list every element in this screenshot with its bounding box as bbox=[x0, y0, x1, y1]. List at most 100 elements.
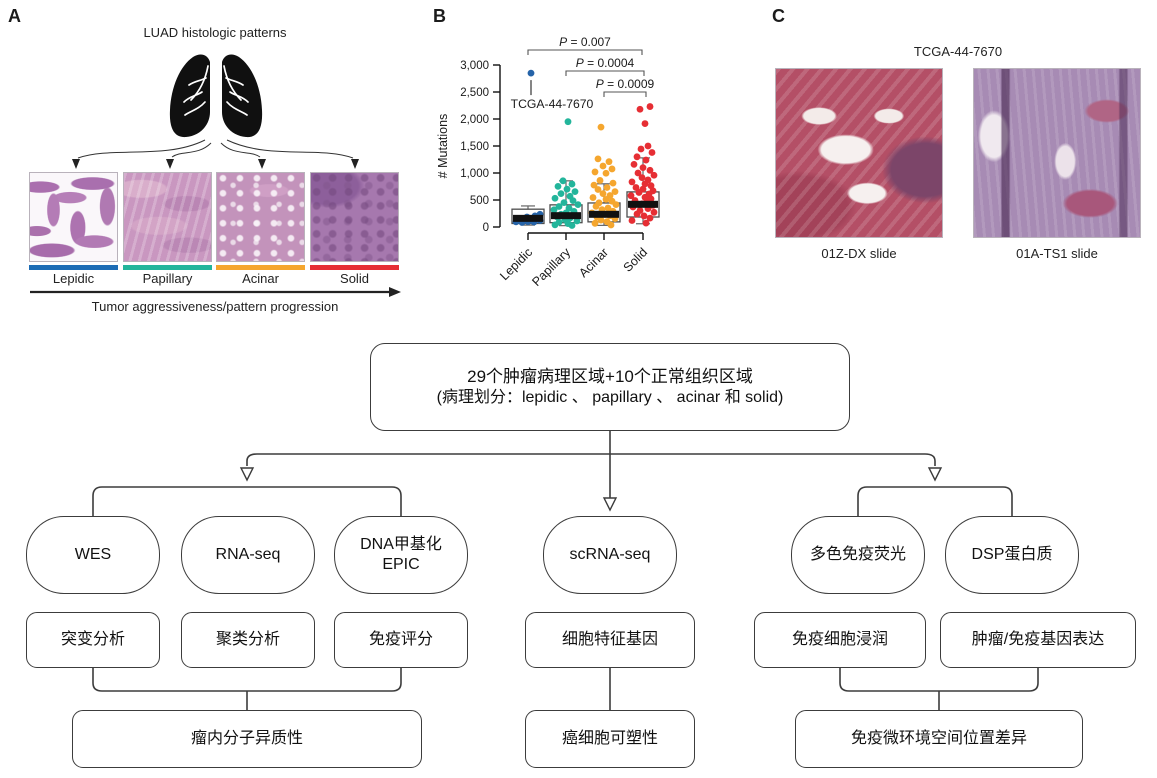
x-category-label: Solid bbox=[621, 245, 651, 275]
data-point bbox=[605, 158, 613, 166]
analysis-label: 肿瘤/免疫基因表达 bbox=[971, 631, 1105, 648]
data-point bbox=[574, 201, 582, 208]
data-point bbox=[599, 190, 607, 198]
data-point bbox=[627, 192, 635, 200]
analysis-label: 聚类分析 bbox=[215, 631, 280, 648]
p-value-label: P = 0.0004 bbox=[576, 56, 635, 70]
panel-c-label: C bbox=[772, 6, 785, 26]
y-tick-label: 0 bbox=[483, 222, 489, 234]
data-point bbox=[637, 145, 645, 153]
mutations-boxplot: 0 500 1,000 1,500 2,000 2,500 3,000 # Mutations… bbox=[436, 35, 660, 289]
conclusion-label: 免疫微环境空间位置差异 bbox=[850, 730, 1027, 747]
assay-oval-wes: WES bbox=[26, 516, 160, 594]
pattern-arrows bbox=[77, 139, 354, 159]
data-point bbox=[559, 177, 567, 185]
progression-caption: Tumor aggressiveness/pattern progression bbox=[91, 299, 339, 314]
data-point bbox=[641, 120, 649, 127]
histology-image-solid bbox=[310, 172, 399, 262]
data-point bbox=[611, 188, 619, 196]
data-point bbox=[597, 216, 605, 224]
pattern-color-bar-lepidic bbox=[29, 265, 118, 270]
data-point bbox=[596, 177, 604, 184]
pattern-color-bar-solid bbox=[310, 265, 399, 270]
panel-a-label: A bbox=[8, 6, 21, 26]
median-bar bbox=[628, 200, 658, 208]
data-point bbox=[632, 184, 640, 191]
histology-image-papillary bbox=[123, 172, 212, 262]
data-point bbox=[603, 184, 611, 191]
data-point bbox=[557, 190, 565, 198]
slide-image-01z-dx bbox=[775, 68, 943, 238]
assay-oval-dsp-protein: DSP蛋白质 bbox=[945, 516, 1079, 594]
pattern-arrowheads bbox=[72, 159, 359, 169]
data-point bbox=[555, 203, 563, 210]
pattern-color-bar-papillary bbox=[123, 265, 212, 270]
data-point bbox=[592, 202, 600, 210]
root-line1: 29个肿瘤病理区域+10个正常组织区域 bbox=[467, 367, 753, 387]
data-point bbox=[599, 162, 607, 170]
data-point bbox=[563, 185, 571, 193]
x-category-label: Lepidic bbox=[497, 245, 535, 283]
data-point bbox=[551, 221, 559, 229]
data-point bbox=[642, 219, 650, 227]
data-point bbox=[573, 217, 581, 225]
assay-label: DSP蛋白质 bbox=[971, 546, 1053, 563]
data-point bbox=[590, 181, 598, 189]
data-point bbox=[551, 194, 559, 202]
assay-label: scRNA-seq bbox=[569, 546, 651, 563]
p-value-bracket bbox=[527, 49, 643, 55]
conclusion-box-tme-spatial-differences: 免疫微环境空间位置差异 bbox=[795, 710, 1083, 768]
conclusion-label: 癌细胞可塑性 bbox=[561, 730, 658, 747]
root-line2: (病理划分：lepidic 、 papillary 、 acinar 和 sol… bbox=[436, 388, 784, 406]
analysis-box-clustering: 聚类分析 bbox=[181, 612, 315, 668]
data-point bbox=[633, 210, 641, 218]
slide-label-01z-dx: 01Z-DX slide bbox=[821, 246, 897, 261]
histology-image-acinar bbox=[216, 172, 305, 262]
data-point bbox=[591, 168, 599, 176]
p-value-bracket bbox=[565, 70, 645, 76]
data-point bbox=[648, 149, 656, 156]
median-bar bbox=[551, 212, 581, 220]
histology-image-lepidic bbox=[29, 172, 118, 262]
data-point bbox=[646, 214, 654, 222]
conclusion-label: 瘤内分子异质性 bbox=[190, 730, 303, 747]
data-point bbox=[589, 194, 597, 201]
data-point bbox=[634, 169, 642, 177]
panel-c-title: TCGA-44-7670 bbox=[913, 44, 1003, 59]
assay-label: DNA甲基化 bbox=[360, 536, 442, 553]
series-acinar bbox=[587, 123, 621, 229]
analysis-label: 细胞特征基因 bbox=[561, 631, 658, 648]
analysis-box-cell-signature-genes: 细胞特征基因 bbox=[525, 612, 695, 668]
data-point bbox=[650, 171, 658, 179]
analysis-box-tumor-immune-expression: 肿瘤/免疫基因表达 bbox=[940, 612, 1136, 668]
data-point bbox=[647, 182, 655, 190]
series-lepidic bbox=[511, 69, 545, 226]
data-point bbox=[568, 222, 576, 229]
y-tick-label: 1,500 bbox=[460, 141, 489, 153]
analysis-label: 免疫评分 bbox=[368, 631, 433, 648]
y-tick-label: 2,000 bbox=[460, 114, 489, 126]
analysis-box-immune-score: 免疫评分 bbox=[334, 612, 468, 668]
data-point bbox=[646, 166, 654, 174]
x-category-label: Papillary bbox=[529, 245, 573, 289]
data-point bbox=[554, 182, 562, 190]
median-bar bbox=[589, 210, 619, 218]
pattern-name-papillary: Papillary bbox=[142, 271, 193, 286]
progression-arrow bbox=[30, 287, 401, 297]
data-point bbox=[638, 174, 646, 181]
data-point bbox=[569, 197, 577, 205]
analysis-label: 突变分析 bbox=[60, 631, 125, 648]
data-point bbox=[564, 118, 572, 126]
p-value-bracket bbox=[603, 91, 647, 97]
data-point bbox=[604, 204, 612, 212]
flowchart-root-box: 29个肿瘤病理区域+10个正常组织区域 (病理划分：lepidic 、 papi… bbox=[370, 343, 850, 431]
flowchart-connectors bbox=[92, 431, 1039, 710]
pattern-name-solid: Solid bbox=[340, 271, 369, 286]
data-point bbox=[594, 155, 602, 163]
y-tick-label: 2,500 bbox=[460, 87, 489, 99]
data-point bbox=[591, 219, 599, 227]
data-point bbox=[628, 178, 636, 186]
series-solid bbox=[626, 103, 660, 227]
